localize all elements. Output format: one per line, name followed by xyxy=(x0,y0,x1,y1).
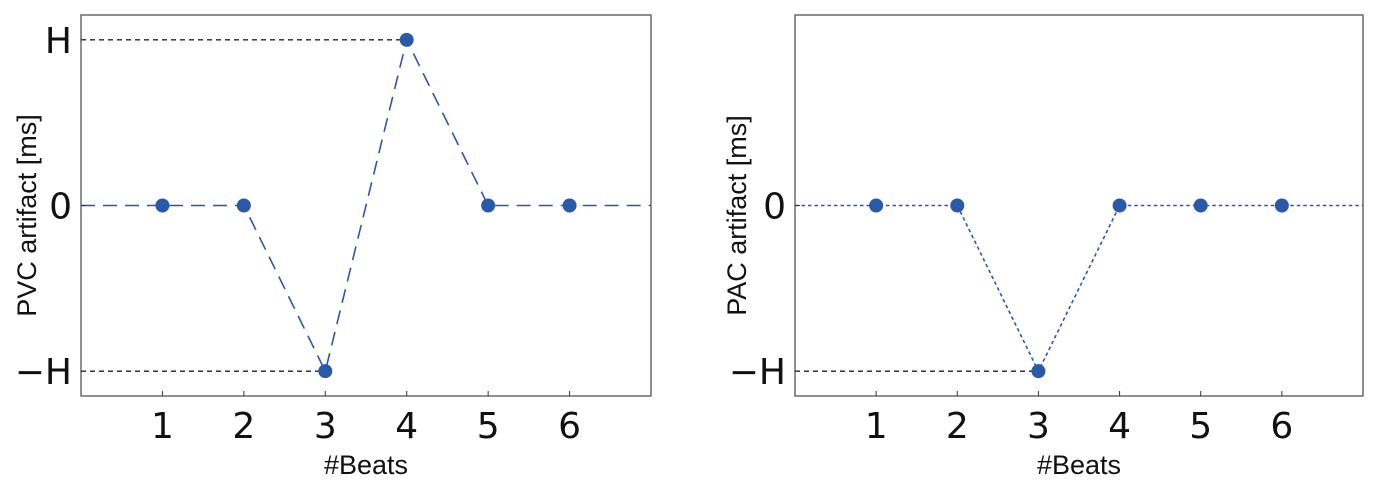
panel-1-x-tick-label-6: 6 xyxy=(558,406,581,447)
panel-2-x-tick-label-5: 5 xyxy=(1189,406,1212,447)
panel-2-x-tick-label-4: 4 xyxy=(1108,406,1131,447)
panel-1-data-point-3 xyxy=(318,364,333,379)
panel-2-x-tick-label-6: 6 xyxy=(1270,406,1293,447)
panel-2-data-point-4 xyxy=(1112,198,1127,213)
panel-2-data-point-5 xyxy=(1193,198,1208,213)
panel-1-x-tick-label-5: 5 xyxy=(477,406,500,447)
panel-1-data-point-2 xyxy=(236,198,251,213)
panel-2-data-point-6 xyxy=(1274,198,1289,213)
panel-1-data-point-6 xyxy=(562,198,577,213)
panel-2-x-tick-label-1: 1 xyxy=(865,406,888,447)
panel-2-y-axis-label: PAC artifact [ms] xyxy=(722,115,752,316)
pac-artifact-chart: 1 2 3 4 5 6 0 −H #Beats PAC artifact [ms] xyxy=(722,14,1364,480)
panel-2-x-tick-label-2: 2 xyxy=(946,406,969,447)
panel-1-data-point-4 xyxy=(399,32,414,47)
panel-1-y-axis-label: PVC artifact [ms] xyxy=(12,114,42,317)
panel-1-data-point-1 xyxy=(155,198,170,213)
panel-1-x-tick-label-3: 3 xyxy=(314,406,337,447)
panel-1-y-tick-label-2: 0 xyxy=(49,187,72,228)
panel-2-y-tick-label-1: 0 xyxy=(763,187,786,228)
panel-1-x-axis-label: #Beats xyxy=(324,450,408,480)
panel-2-data-point-3 xyxy=(1031,364,1046,379)
panel-2-x-axis-label: #Beats xyxy=(1037,450,1121,480)
pvc-artifact-chart: 1 2 3 4 5 6 H 0 −H #Beats PVC artifact [ms] xyxy=(12,14,652,480)
panel-1-y-tick-label-3: −H xyxy=(15,352,72,393)
panel-2-series-line xyxy=(795,204,1363,374)
panel-2-data-point-2 xyxy=(950,198,965,213)
panel-2-data-point-1 xyxy=(869,198,884,213)
panel-1-x-tick-label-4: 4 xyxy=(395,406,418,447)
panel-1-series-line xyxy=(81,37,651,374)
panel-1-y-tick-label-1: H xyxy=(45,21,72,62)
panel-1-x-tick-label-2: 2 xyxy=(232,406,255,447)
panel-1-x-tick-label-1: 1 xyxy=(151,406,174,447)
panel-2-y-tick-label-2: −H xyxy=(729,352,786,393)
panel-1-data-point-5 xyxy=(481,198,496,213)
panel-2-x-tick-label-3: 3 xyxy=(1027,406,1050,447)
